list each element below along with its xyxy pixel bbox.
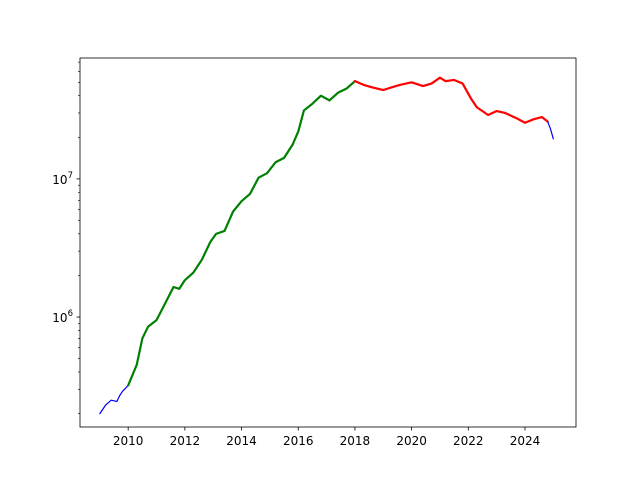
x-tick-label: 2014 xyxy=(226,434,257,448)
y-tick-base: 10 xyxy=(52,173,67,187)
x-tick-label: 2018 xyxy=(340,434,371,448)
series-line-0 xyxy=(99,384,129,415)
y-tick-exponent: 7 xyxy=(68,171,73,181)
y-tick-label: 106 xyxy=(52,309,73,325)
x-tick-label: 2010 xyxy=(113,434,144,448)
x-tick-label: 2012 xyxy=(170,434,201,448)
x-tick-label: 2022 xyxy=(453,434,484,448)
series-line-2 xyxy=(353,76,549,124)
series-line-3 xyxy=(547,120,554,140)
series-line-1 xyxy=(127,80,357,387)
y-tick-exponent: 6 xyxy=(68,309,73,319)
y-tick-label: 107 xyxy=(52,171,73,187)
x-tick-label: 2016 xyxy=(283,434,314,448)
x-tick-label: 2020 xyxy=(396,434,427,448)
x-axis: 2010 2012 2014 2016 2018 2020 2022 2024 xyxy=(113,427,540,448)
plot-frame xyxy=(79,57,577,428)
y-tick-base: 10 xyxy=(52,311,67,325)
x-tick-label: 2024 xyxy=(510,434,541,448)
series-layer xyxy=(99,76,554,415)
